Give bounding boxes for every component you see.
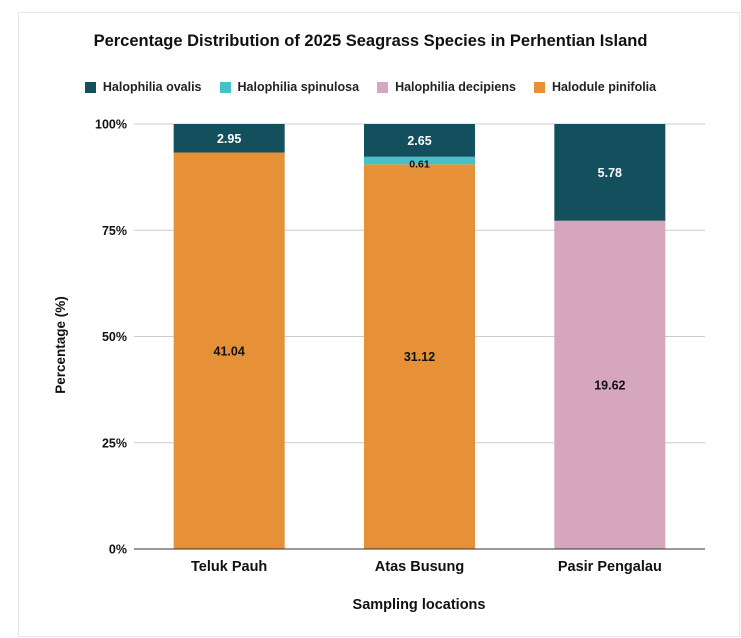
data-label: 0.61 xyxy=(409,159,430,171)
x-tick-label: Pasir Pengalau xyxy=(558,559,662,575)
legend-swatch xyxy=(533,81,545,93)
legend-item-halodule-pinifolia: Halodule pinifolia xyxy=(533,80,657,94)
legend-swatch xyxy=(84,81,96,93)
y-tick-label: 0% xyxy=(109,543,127,557)
data-label: 31.12 xyxy=(404,350,435,364)
bar-segment-halophilia-ovalis xyxy=(554,124,666,221)
bar-stacks xyxy=(173,124,666,550)
legend-swatch xyxy=(219,81,231,93)
chart-title: Percentage Distribution of 2025 Seagrass… xyxy=(93,32,648,50)
bar-segment-halodule-pinifolia xyxy=(364,164,475,549)
legend-label: Halophilia decipiens xyxy=(395,80,516,94)
x-tick-label: Atas Busung xyxy=(375,559,464,575)
bar-segment-halodule-pinifolia xyxy=(173,152,285,549)
legend-label: Halophilia ovalis xyxy=(102,80,202,94)
bar-segment-halophilia-ovalis xyxy=(364,124,475,157)
data-label: 2.95 xyxy=(217,132,241,146)
bar-segment-halophilia-decipiens xyxy=(554,220,666,550)
bar-segment-halophilia-spinulosa xyxy=(364,156,475,165)
chart-legend: Halophilia ovalis Halophilia spinulosa Hal… xyxy=(0,80,741,94)
y-axis-label: Percentage (%) xyxy=(53,296,68,394)
legend-item-halophilia-ovalis: Halophilia ovalis xyxy=(84,80,202,94)
data-label: 2.65 xyxy=(407,134,431,148)
data-label: 41.04 xyxy=(214,344,245,358)
legend-item-halophilia-spinulosa: Halophilia spinulosa xyxy=(219,80,360,94)
legend-label: Halodule pinifolia xyxy=(551,80,657,94)
x-tick-label: Teluk Pauh xyxy=(191,559,267,575)
y-tick-label: 100% xyxy=(95,118,127,132)
x-axis-label: Sampling locations xyxy=(353,597,486,613)
data-labels: 41.04 2.95 31.12 0.61 2.65 19.62 5.78 xyxy=(214,132,626,393)
data-label: 5.78 xyxy=(598,166,622,180)
y-tick-label: 50% xyxy=(102,330,127,344)
legend-label: Halophilia spinulosa xyxy=(237,80,360,94)
legend-swatch xyxy=(377,81,389,93)
axes: 0% 25% 50% 75% 100% Teluk Pauh Atas Busung Pasi… xyxy=(95,118,705,575)
bar-segment-halophilia-ovalis xyxy=(173,124,285,153)
y-tick-label: 75% xyxy=(102,224,127,238)
legend-item-halophilia-decipiens: Halophilia decipiens xyxy=(377,80,516,94)
y-tick-label: 25% xyxy=(102,436,127,450)
data-label: 19.62 xyxy=(594,378,625,392)
